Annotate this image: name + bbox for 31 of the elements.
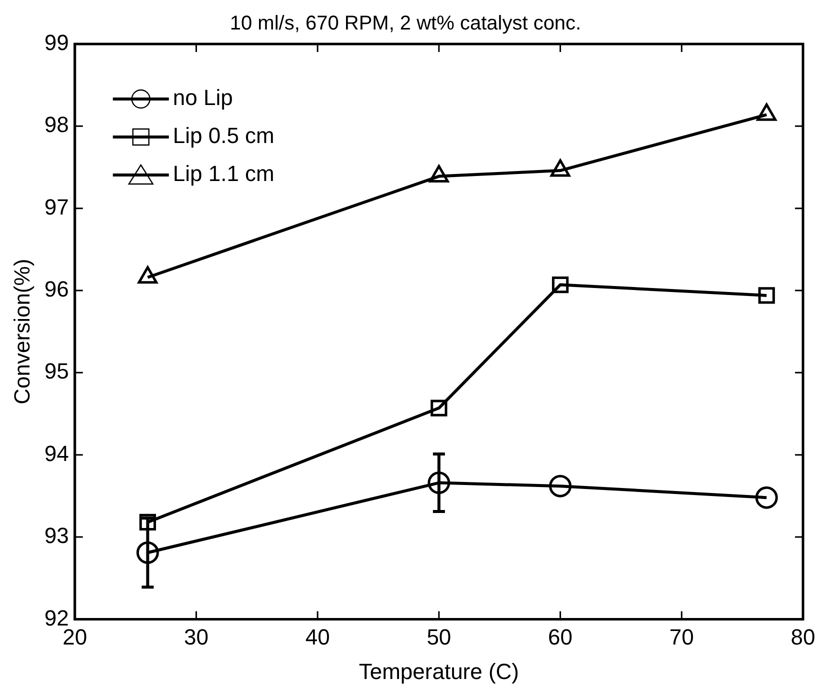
point <box>430 400 448 416</box>
x-tick-label: 50 <box>426 624 452 650</box>
point <box>138 266 158 284</box>
point <box>549 474 572 498</box>
point <box>552 276 569 294</box>
x-tick-label: 80 <box>790 624 816 650</box>
legend-label: Lip 1.1 cm <box>172 161 274 186</box>
y-tick-label: 99 <box>44 30 69 56</box>
y-tick-label: 94 <box>44 440 69 466</box>
x-tick-label: 40 <box>305 624 330 650</box>
point <box>136 541 159 564</box>
point <box>756 103 777 121</box>
point <box>758 287 775 304</box>
point <box>429 165 449 183</box>
y-tick-label: 93 <box>44 523 69 548</box>
point <box>550 159 570 177</box>
y-tick-label: 95 <box>44 358 69 384</box>
point <box>755 486 778 509</box>
point <box>428 472 450 494</box>
x-tick-label: 60 <box>548 624 573 650</box>
legend-label: no Lip <box>172 85 233 110</box>
x-axis-title: Temperature (C) <box>358 658 520 684</box>
x-tick-label: 70 <box>669 624 694 650</box>
y-tick-label: 96 <box>44 276 69 302</box>
x-tick-label: 30 <box>184 624 208 650</box>
point <box>139 514 156 531</box>
y-tick-label: 98 <box>44 112 69 138</box>
chart-title: 10 ml/s, 670 RPM, 2 wt% catalyst conc. <box>230 12 582 35</box>
y-tick-label: 97 <box>44 194 69 220</box>
legend-label: Lip 0.5 cm <box>172 123 274 148</box>
y-axis-title: Conversion(%) <box>9 258 34 404</box>
